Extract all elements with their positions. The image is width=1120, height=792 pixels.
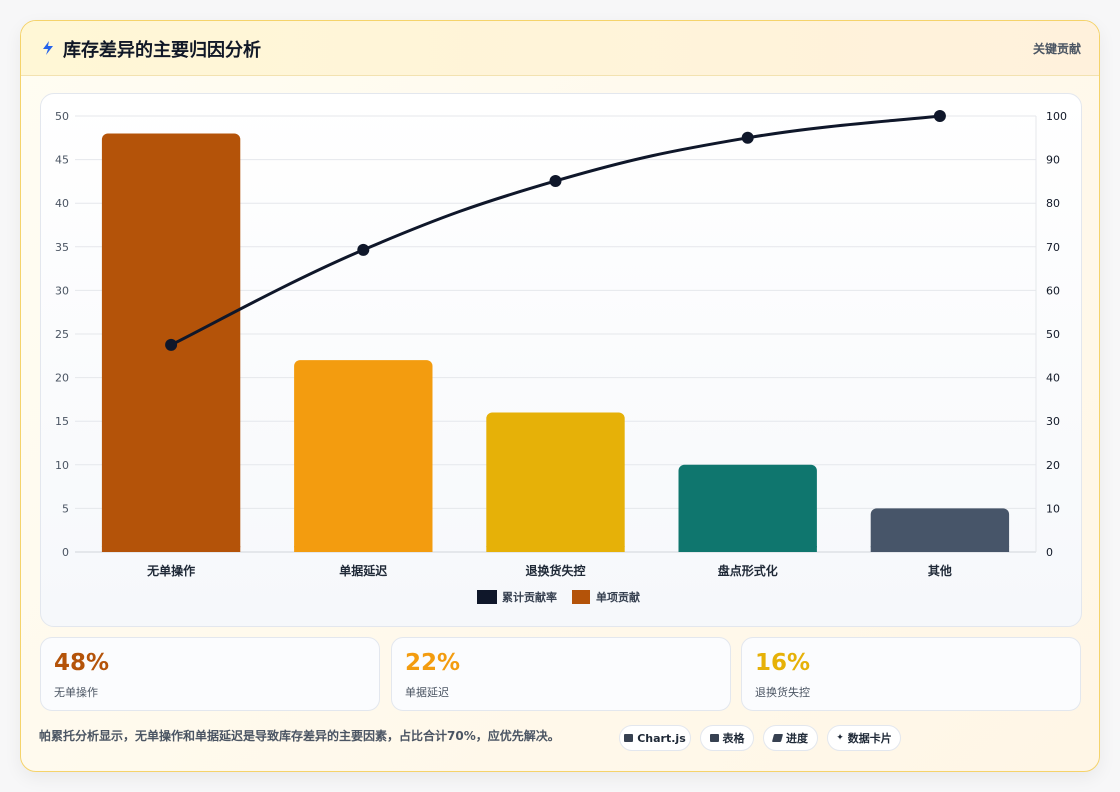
cumulative-point — [933, 110, 946, 122]
bar — [486, 412, 625, 552]
y-tick-right: 30 — [1046, 415, 1060, 428]
legend-label: 单项贡献 — [596, 590, 640, 604]
progress-icon — [771, 734, 784, 742]
bar — [294, 360, 433, 552]
bar — [678, 464, 817, 552]
pill-table[interactable]: 表格 — [700, 725, 754, 751]
y-tick-right: 50 — [1046, 328, 1060, 341]
header-tag: 关键贡献 — [1032, 42, 1081, 56]
lightning-icon — [43, 41, 53, 55]
sparkle-icon: ✦ — [836, 733, 844, 743]
y-tick-left: 15 — [55, 415, 69, 428]
legend-label: 累计贡献率 — [502, 590, 557, 604]
y-tick-left: 50 — [55, 110, 69, 123]
pill-label: 进度 — [786, 732, 808, 745]
stat-card-1: 48% 无单操作 — [40, 637, 380, 711]
pill-data-card[interactable]: ✦ 数据卡片 — [827, 725, 901, 751]
pill-label: 表格 — [722, 732, 745, 745]
pareto-chart: 0 5 10 15 20 25 30 35 40 45 50 0 10 20 30 40 50 60 70 80 90 1… — [55, 110, 1067, 604]
y-tick-right: 80 — [1046, 197, 1060, 210]
y-tick-left: 10 — [55, 459, 69, 472]
cumulative-point — [549, 174, 562, 187]
y-tick-right: 60 — [1046, 284, 1060, 297]
pill-label: 数据卡片 — [847, 732, 892, 745]
stat-value: 22% — [405, 650, 461, 676]
pill-label: Chart.js — [637, 731, 686, 745]
bar-base — [486, 546, 625, 552]
bar-base — [678, 546, 817, 552]
y-tick-right: 100 — [1046, 110, 1067, 123]
bar-base — [294, 546, 433, 552]
summary-text: 帕累托分析显示，无单操作和单据延迟是导致库存差异的主要因素，占比合计70%，应优… — [39, 729, 560, 743]
cumulative-line — [170, 114, 941, 347]
bar-base — [101, 546, 241, 552]
chart-icon — [624, 734, 634, 742]
y-tick-left: 40 — [55, 197, 69, 210]
legend-swatch-bar — [572, 590, 590, 604]
card-header: 库存差异的主要归因分析 关键贡献 — [21, 21, 1099, 76]
y-tick-left: 5 — [62, 502, 69, 515]
category-label: 无单操作 — [146, 563, 195, 578]
cumulative-point — [165, 338, 178, 351]
pill-progress[interactable]: 进度 — [763, 725, 818, 751]
stat-value: 16% — [755, 650, 811, 676]
stat-value: 48% — [54, 650, 110, 676]
chart-panel: 0 5 10 15 20 25 30 35 40 45 50 0 10 20 30 40 50 60 70 80 90 1… — [40, 93, 1082, 627]
y-tick-left: 45 — [55, 154, 69, 167]
category-label: 盘点形式化 — [718, 563, 778, 578]
stat-card-2: 22% 单据延迟 — [391, 637, 731, 711]
category-label: 单据延迟 — [339, 563, 387, 578]
page-title: 库存差异的主要归因分析 — [63, 40, 261, 61]
y-tick-right: 10 — [1046, 502, 1060, 515]
y-tick-right: 40 — [1046, 372, 1060, 385]
y-tick-right: 20 — [1046, 459, 1060, 472]
stat-label: 退换货失控 — [755, 686, 810, 699]
pill-chartjs[interactable]: Chart.js — [619, 725, 691, 751]
bar-base — [870, 546, 1010, 552]
y-tick-right: 90 — [1046, 154, 1060, 167]
legend-swatch-line — [477, 590, 497, 604]
y-tick-left: 20 — [55, 372, 69, 385]
y-tick-left: 25 — [55, 328, 69, 341]
category-label: 其他 — [928, 563, 952, 578]
y-tick-left: 35 — [55, 241, 69, 254]
category-label: 退换货失控 — [525, 563, 585, 578]
analysis-card: 库存差异的主要归因分析 关键贡献 0 5 10 15 20 25 30 35 40 45 50 0 10… — [20, 20, 1100, 772]
y-tick-right: 0 — [1046, 546, 1053, 559]
y-tick-right: 70 — [1046, 241, 1060, 254]
stat-label: 单据延迟 — [405, 686, 449, 699]
cumulative-point — [357, 243, 370, 256]
bar — [870, 508, 1010, 552]
y-tick-left: 0 — [62, 546, 69, 559]
stat-card-3: 16% 退换货失控 — [741, 637, 1081, 711]
stat-label: 无单操作 — [54, 686, 98, 699]
y-tick-left: 30 — [55, 284, 69, 297]
table-icon — [709, 734, 719, 742]
cumulative-point — [741, 131, 754, 144]
